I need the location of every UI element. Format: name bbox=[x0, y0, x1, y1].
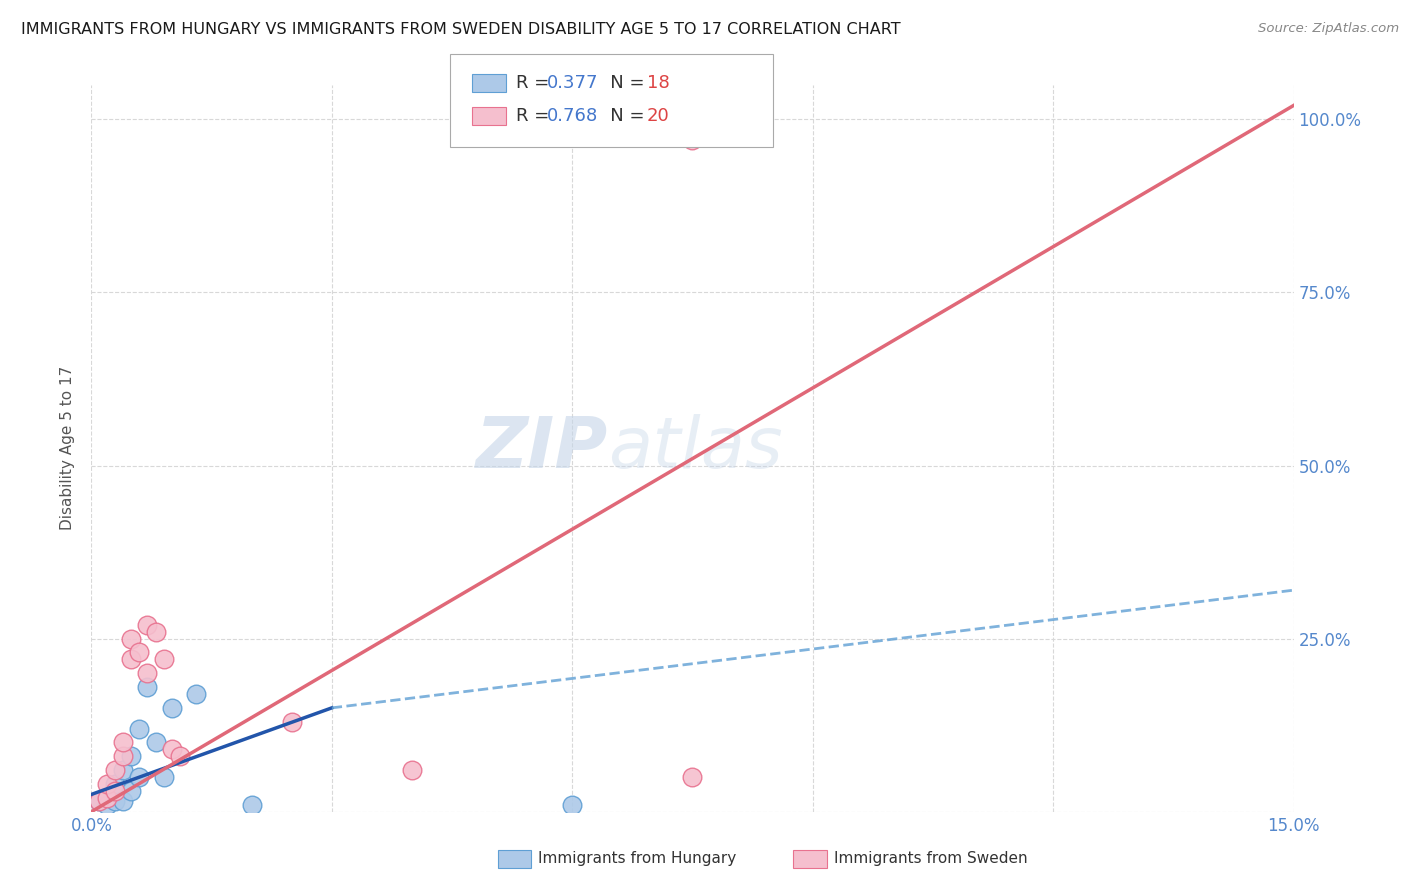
Text: 18: 18 bbox=[647, 74, 669, 92]
Text: N =: N = bbox=[593, 107, 651, 125]
Point bbox=[121, 749, 143, 764]
Point bbox=[281, 714, 304, 729]
Point bbox=[169, 749, 191, 764]
Text: Immigrants from Hungary: Immigrants from Hungary bbox=[538, 851, 737, 865]
Point bbox=[104, 784, 127, 798]
Point bbox=[184, 687, 207, 701]
Text: R =: R = bbox=[516, 74, 555, 92]
Point bbox=[121, 784, 143, 798]
Point bbox=[152, 652, 174, 666]
Point bbox=[160, 701, 183, 715]
Point bbox=[112, 763, 135, 777]
Text: Source: ZipAtlas.com: Source: ZipAtlas.com bbox=[1258, 22, 1399, 36]
Point bbox=[112, 794, 135, 808]
Point bbox=[96, 790, 118, 805]
Point bbox=[128, 770, 150, 784]
Point bbox=[681, 770, 703, 784]
Point bbox=[681, 133, 703, 147]
Point bbox=[96, 777, 118, 791]
Point bbox=[112, 749, 135, 764]
Point bbox=[104, 763, 127, 777]
Text: 0.768: 0.768 bbox=[547, 107, 598, 125]
Point bbox=[136, 680, 159, 694]
Point bbox=[145, 735, 167, 749]
Point bbox=[121, 652, 143, 666]
Point bbox=[561, 797, 583, 812]
Point bbox=[96, 790, 118, 805]
Point bbox=[136, 617, 159, 632]
Point bbox=[89, 794, 111, 808]
Text: Immigrants from Sweden: Immigrants from Sweden bbox=[834, 851, 1028, 865]
Point bbox=[128, 645, 150, 659]
Text: N =: N = bbox=[593, 74, 651, 92]
Point bbox=[89, 794, 111, 808]
Point bbox=[104, 777, 127, 791]
Point bbox=[160, 742, 183, 756]
Text: R =: R = bbox=[516, 107, 555, 125]
Y-axis label: Disability Age 5 to 17: Disability Age 5 to 17 bbox=[60, 366, 76, 531]
Point bbox=[121, 632, 143, 646]
Point bbox=[136, 666, 159, 681]
Point bbox=[145, 624, 167, 639]
Text: 20: 20 bbox=[647, 107, 669, 125]
Text: atlas: atlas bbox=[609, 414, 783, 483]
Text: 0.377: 0.377 bbox=[547, 74, 599, 92]
Point bbox=[104, 794, 127, 808]
Point bbox=[112, 735, 135, 749]
Point bbox=[240, 797, 263, 812]
Point bbox=[128, 722, 150, 736]
Text: IMMIGRANTS FROM HUNGARY VS IMMIGRANTS FROM SWEDEN DISABILITY AGE 5 TO 17 CORRELA: IMMIGRANTS FROM HUNGARY VS IMMIGRANTS FR… bbox=[21, 22, 901, 37]
Text: ZIP: ZIP bbox=[477, 414, 609, 483]
Point bbox=[152, 770, 174, 784]
Point bbox=[401, 763, 423, 777]
Point bbox=[96, 797, 118, 812]
